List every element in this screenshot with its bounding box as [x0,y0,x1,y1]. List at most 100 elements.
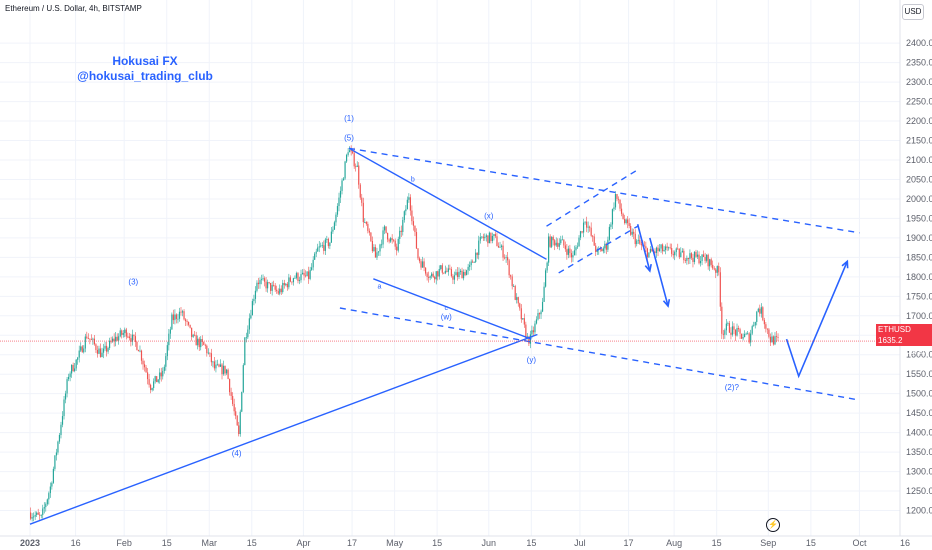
candle-body [561,239,563,241]
candle-body [263,278,266,282]
candle-body [248,318,250,330]
candle-body [140,350,143,361]
candle-body [655,247,658,253]
candle-body [335,214,337,223]
candle-body [455,272,457,276]
candle-body [184,319,187,322]
candle-body [280,288,282,292]
candle-body [505,257,507,258]
candle-body [124,329,126,334]
candle-body [105,345,108,352]
candle-body [566,249,568,255]
candle-body [503,257,506,259]
candle-body [60,424,62,435]
candle-body [595,245,597,253]
candle-body [510,275,512,277]
candle-body [649,248,652,253]
candle-body [475,252,477,262]
candle-body [113,338,115,342]
candle-body [168,333,170,346]
candle-body [757,308,759,312]
candle-body [731,326,734,335]
candle-body [166,345,168,357]
candle-body [628,223,630,226]
currency-button[interactable]: USD [902,4,924,20]
candle-body [58,434,61,442]
candle-body [569,248,571,254]
candle-body [459,270,462,272]
candle-body [607,239,609,250]
candle-body [374,247,377,258]
candle-body [238,425,240,435]
candle-body [484,236,486,239]
candle-body [309,269,311,279]
wave-label: (3) [128,278,138,287]
y-tick-label: 1200.0 [906,506,932,516]
candle-body [315,251,317,254]
candle-body [400,230,402,232]
candle-body [379,244,381,252]
candle-body [250,315,252,319]
candle-body [394,240,396,247]
candle-body [285,283,287,286]
candle-body [276,289,278,292]
candle-body [236,415,238,426]
wave-label: (w) [441,313,452,322]
candle-body [771,336,773,343]
y-tick-label: 2050.0 [906,174,932,184]
candle-body [171,314,173,330]
candle-body [239,411,241,435]
candle-body [747,333,749,335]
candle-body [405,209,407,212]
x-tick-label: 15 [432,538,442,548]
candle-body [718,266,720,273]
candle-body [251,301,253,316]
candle-body [613,207,615,210]
candle-body [291,281,293,283]
lightning-icon[interactable]: ⚡ [766,518,780,532]
x-tick-label: 15 [162,538,172,548]
candle-body [690,253,693,258]
candle-body [253,298,255,302]
candle-body [499,246,501,248]
candle-body [51,482,53,487]
candle-body [186,321,188,323]
candle-body [232,395,234,404]
candle-body [189,324,191,328]
candle-body [154,376,156,382]
dashed-channel-line [339,307,857,401]
candle-body [774,336,776,345]
candle-body [256,282,258,291]
candle-body [710,259,712,265]
candle-body [388,239,390,242]
y-tick-label: 2300.0 [906,77,932,87]
candle-body [625,219,627,224]
arrow-head [644,263,652,273]
candle-body [540,311,542,315]
last-price-tag: ETHUSD 1635.2 08:11 [876,324,932,356]
candle-body [341,180,343,191]
candle-body [215,364,217,369]
candle-body [288,277,290,288]
candle-body [84,336,86,349]
candle-body [432,273,434,277]
candle-body [737,328,740,330]
candle-body [661,244,664,252]
candle-body [660,244,662,249]
candle-body [604,243,606,249]
candles [30,145,779,522]
candle-body [99,348,102,358]
candle-body [37,512,39,515]
candle-body [516,297,518,300]
candle-body [338,197,340,207]
candle-body [104,345,106,349]
candle-body [470,261,472,266]
branding: Hokusai FX @hokusai_trading_club [0,54,290,84]
y-tick-label: 1700.0 [906,311,932,321]
y-tick-label: 1250.0 [906,486,932,496]
candle-body [131,334,133,342]
candle-body [576,246,579,248]
candle-body [446,270,448,272]
y-tick-label: 2400.0 [906,38,932,48]
